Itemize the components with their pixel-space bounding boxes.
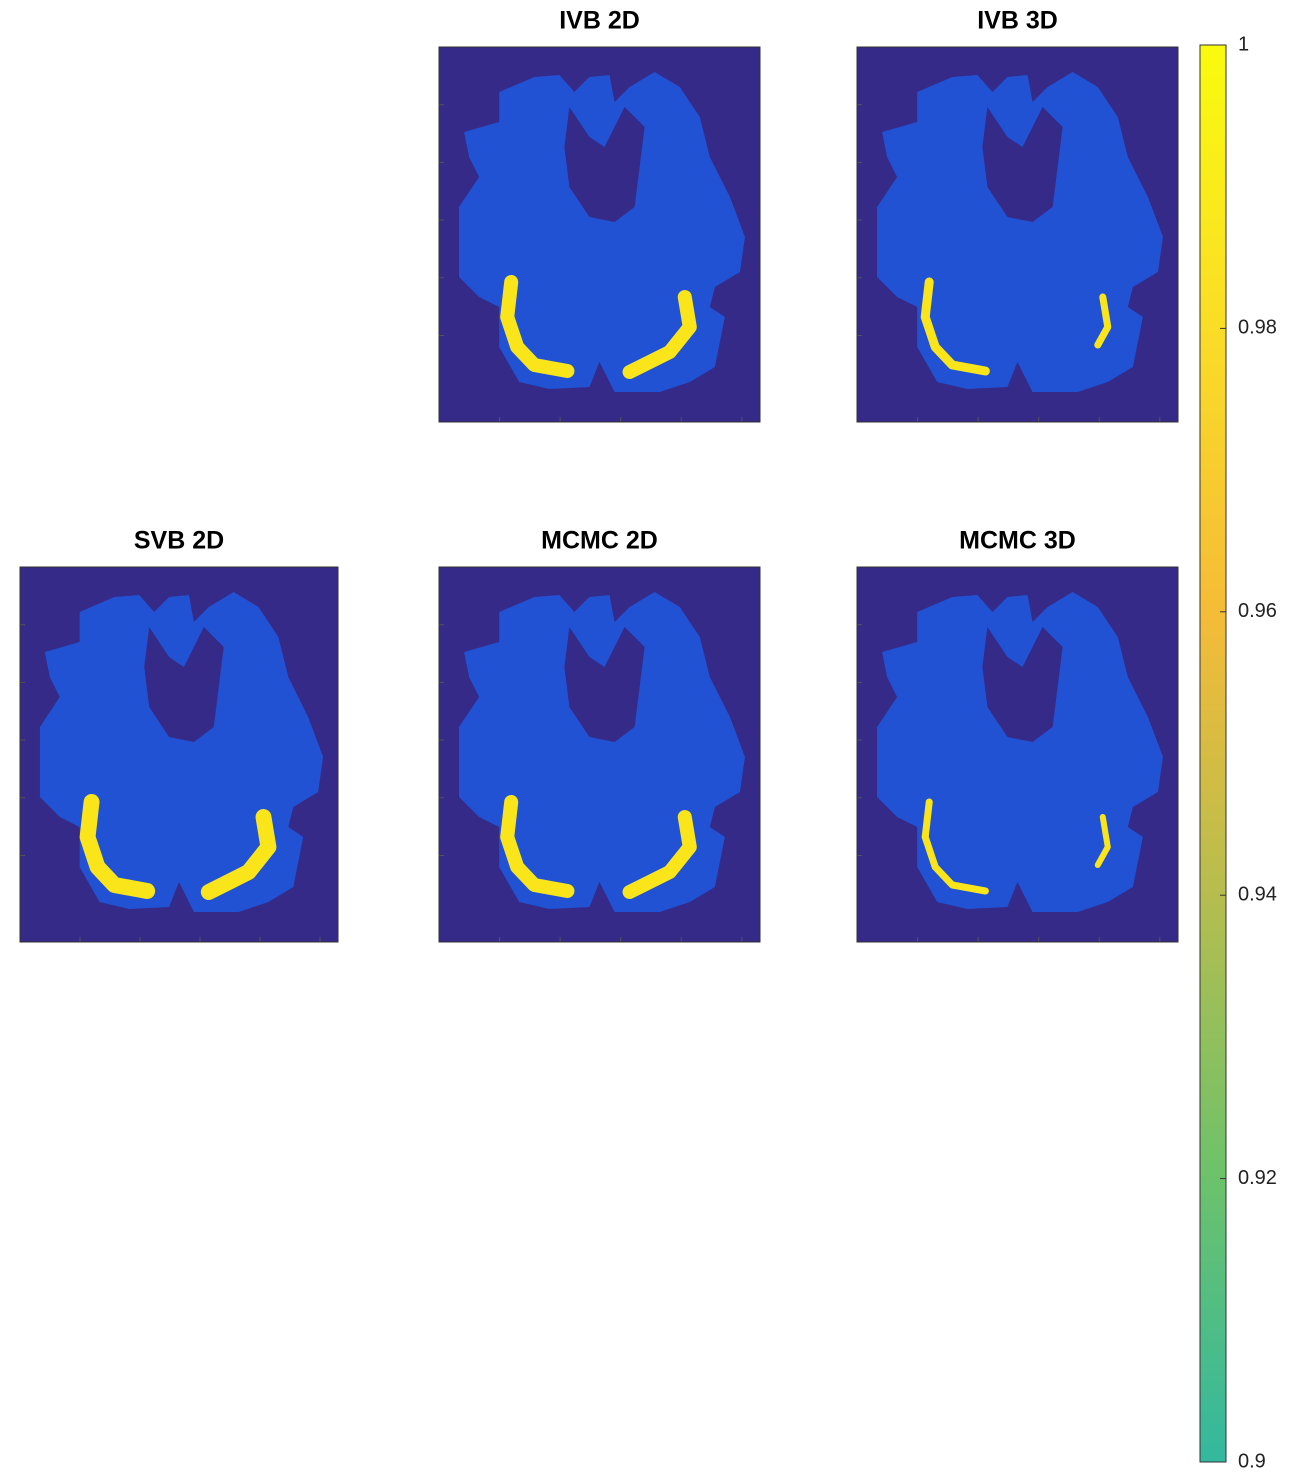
colorbar	[1200, 45, 1226, 1462]
panel-title: IVB 3D	[977, 7, 1058, 35]
panel-title: MCMC 2D	[541, 527, 658, 555]
colorbar-tick-label: 0.94	[1238, 883, 1277, 905]
colorbar-tick-label: 0.9	[1238, 1450, 1266, 1470]
panel-title: MCMC 3D	[959, 527, 1076, 555]
colorbar-tick-label: 1	[1238, 33, 1249, 55]
panel-title: SVB 2D	[134, 527, 224, 555]
colorbar-tick-label: 0.96	[1238, 600, 1277, 622]
figure: IVB 2D IVB 3D SVB 2D MCMC 2D MCMC 3D 0.9 0.92 0…	[0, 0, 1308, 1470]
colorbar-tick-label: 0.92	[1238, 1167, 1277, 1189]
panel-title: IVB 2D	[559, 7, 640, 35]
colorbar-tick-label: 0.98	[1238, 317, 1277, 339]
